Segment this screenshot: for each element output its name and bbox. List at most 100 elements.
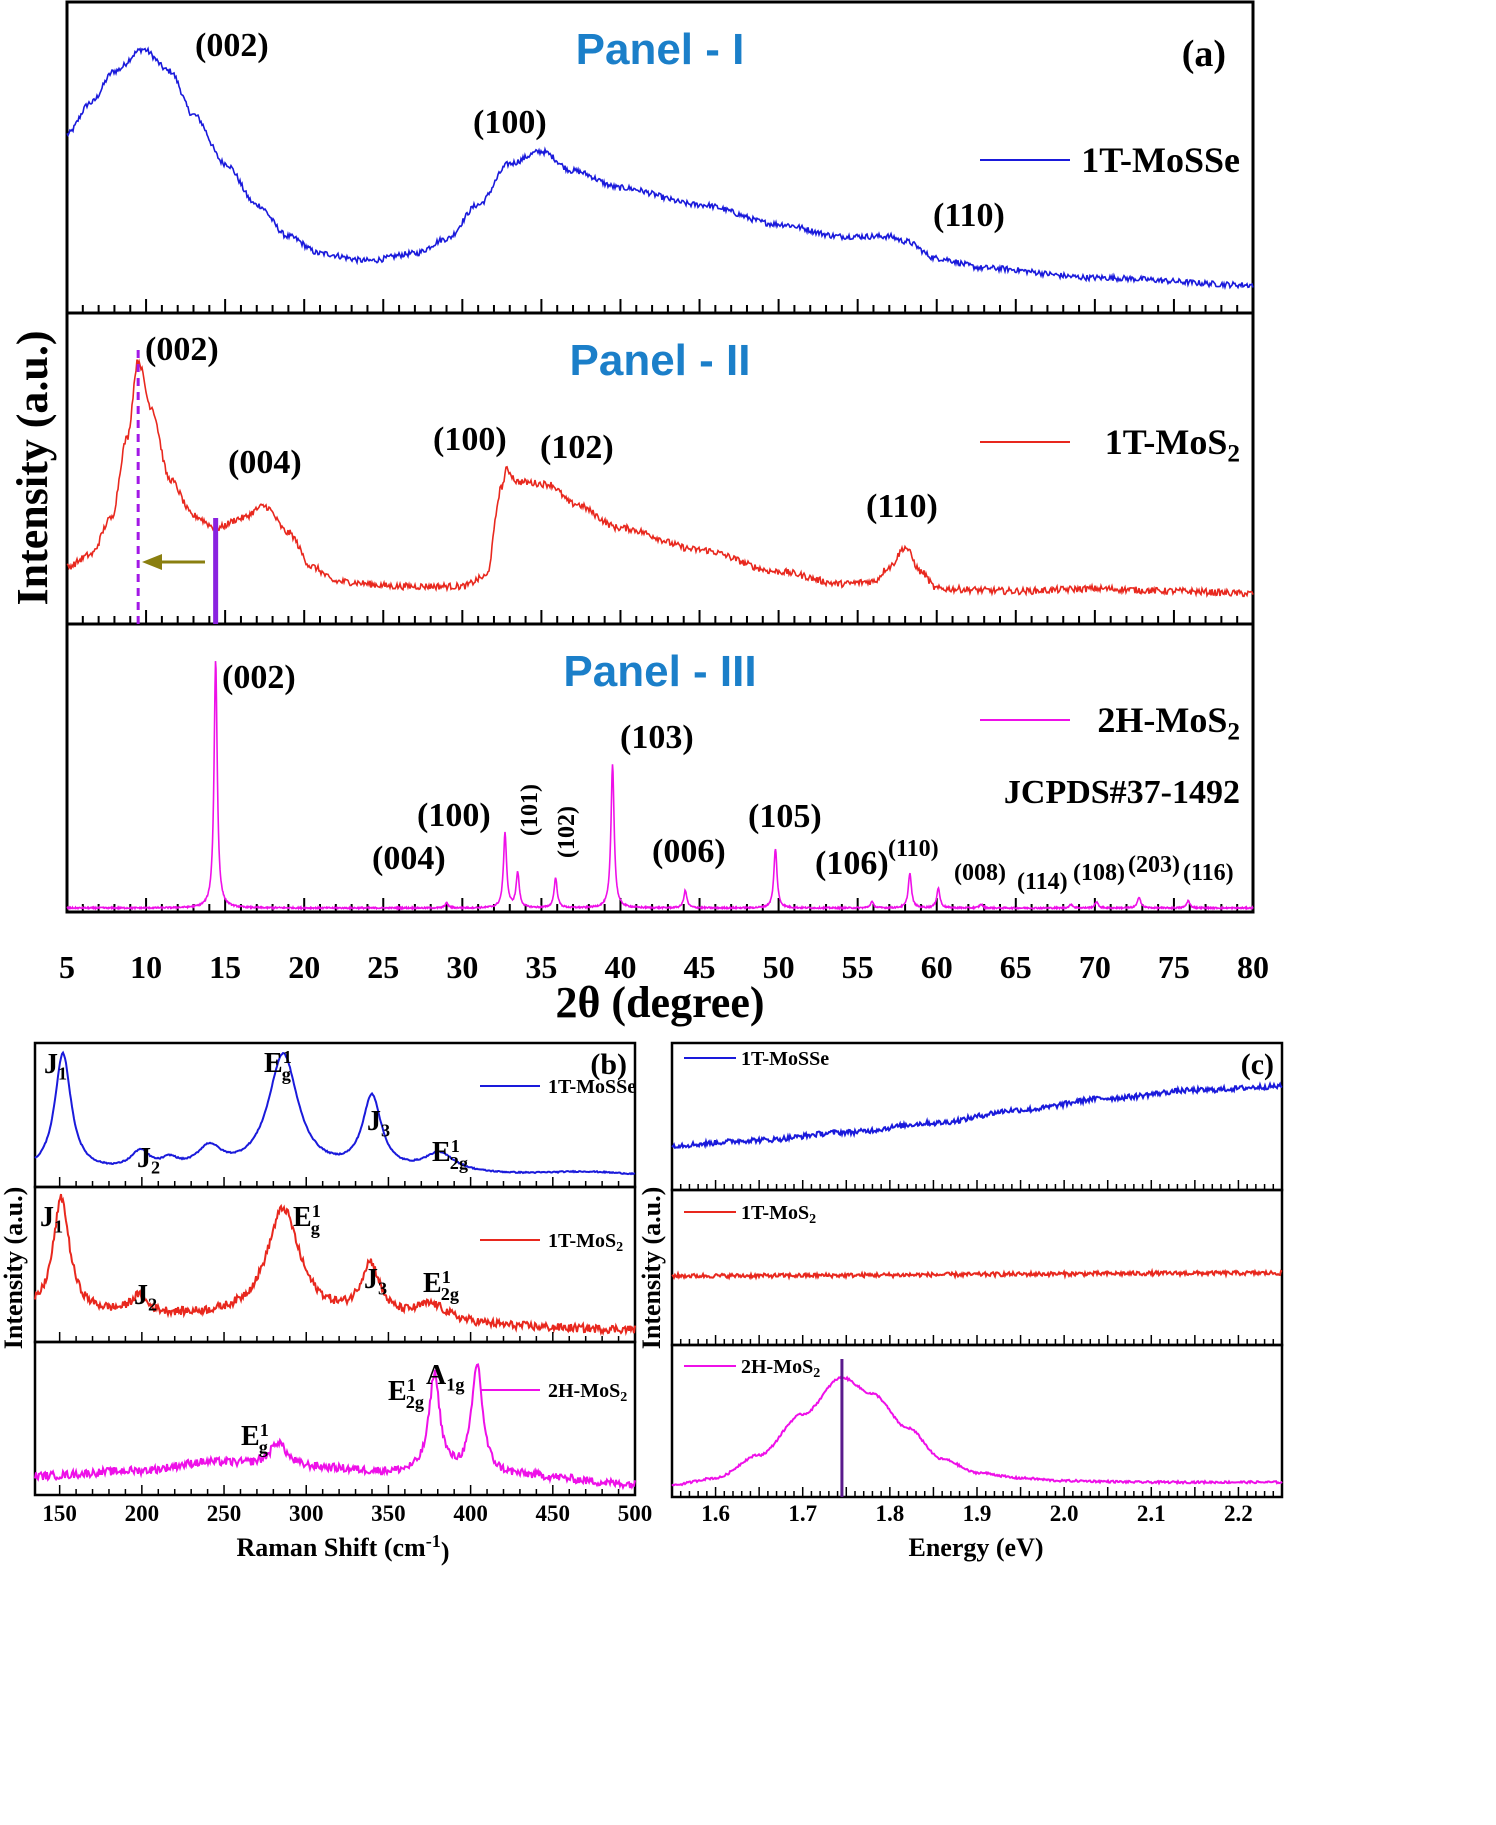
- panel-label: (b): [590, 1048, 627, 1081]
- peak-label: (103): [620, 719, 694, 756]
- x-axis-title: 2θ (degree): [555, 978, 764, 1027]
- x-tick-label: 80: [1237, 949, 1269, 985]
- peak-label: (008): [954, 860, 1006, 886]
- x-tick-label: 500: [618, 1501, 653, 1526]
- panel-frame: [33, 1041, 637, 1189]
- legend-label: 2H-MoS2: [741, 1356, 820, 1381]
- x-tick-label: 15: [209, 949, 241, 985]
- raman-mode-label: J3: [364, 1264, 387, 1298]
- panel-title: Panel - III: [563, 647, 756, 696]
- x-tick-label: 35: [525, 949, 557, 985]
- legend-label: 2H-MoS2: [1097, 700, 1240, 746]
- x-tick-label: 1.9: [963, 1501, 992, 1526]
- peak-label: (004): [228, 444, 302, 481]
- series-line: [66, 661, 1254, 911]
- peak-label: (110): [933, 197, 1005, 234]
- legend-label: 1T-MoS2: [741, 1202, 816, 1227]
- raman-mode-label: J2: [137, 1143, 160, 1177]
- x-tick-label: 30: [446, 949, 478, 985]
- x-tick-label: 400: [453, 1501, 488, 1526]
- raman-mode-label: E1 g: [293, 1201, 321, 1238]
- legend-label: 1T-MoSSe: [548, 1076, 636, 1098]
- panel-label: (c): [1241, 1048, 1274, 1081]
- raman-mode-label: E1 2g: [388, 1375, 424, 1412]
- peak-label: (102): [554, 806, 580, 858]
- x-tick-label: 1.8: [875, 1501, 904, 1526]
- panel-3: Panel - III 2H-MoS2: [65, 622, 1255, 914]
- peak-label: (006): [652, 833, 726, 870]
- y-axis-title: Intensity (a.u.): [637, 1187, 666, 1350]
- raman-mode-label: J1: [44, 1049, 67, 1083]
- x-tick-label: 50: [763, 949, 795, 985]
- panel-frame: [65, 622, 1255, 914]
- legend-label: 1T-MoS2: [548, 1230, 623, 1255]
- x-tick-label: 40: [604, 949, 636, 985]
- x-tick-label: 2.2: [1224, 1501, 1253, 1526]
- x-tick-label: 45: [684, 949, 716, 985]
- x-tick-label: 200: [125, 1501, 160, 1526]
- peak-label: (100): [417, 797, 491, 834]
- peak-label: (100): [433, 421, 507, 458]
- x-tick-label: 300: [289, 1501, 324, 1526]
- raman-mode-label: J3: [367, 1106, 390, 1140]
- x-tick-label: 60: [921, 949, 953, 985]
- peak-label: (110): [888, 836, 939, 862]
- raman-mode-label: J1: [40, 1202, 63, 1236]
- x-axis-title: Raman Shift (cm-1): [236, 1531, 449, 1566]
- x-tick-label: 55: [842, 949, 874, 985]
- panel-label: (a): [1182, 33, 1226, 75]
- shift-arrow-head: [142, 554, 162, 570]
- raman-mode-label: E1 g: [241, 1420, 269, 1457]
- x-tick-label: 1.6: [701, 1501, 730, 1526]
- chart-c: 1T-MoSSe 1T-MoS2 2H-MoS2 (c) 1.6 1.7 1.8 1.9 2.0…: [637, 1041, 1284, 1562]
- pl-panel-1: 1T-MoSSe: [670, 1041, 1284, 1192]
- legend-label: 1T-MoSSe: [741, 1048, 829, 1070]
- series-line: [34, 1050, 636, 1176]
- peak-label: (002): [222, 659, 296, 696]
- raman-mode-label: E1 g: [264, 1047, 292, 1084]
- x-tick-label: 70: [1079, 949, 1111, 985]
- peak-label: (102): [540, 429, 614, 466]
- panel-frame: [33, 1340, 637, 1497]
- x-axis-title: Energy (eV): [908, 1533, 1043, 1562]
- peak-label: (101): [517, 784, 543, 836]
- x-tick-label: 65: [1000, 949, 1032, 985]
- x-tick-label: 250: [207, 1501, 242, 1526]
- peak-label: (114): [1017, 869, 1068, 895]
- panel-title: Panel - I: [576, 25, 745, 74]
- peak-label: (203): [1128, 852, 1180, 878]
- chart-b: 1T-MoSSe J1 J2 E1 g J3 E1 2g 1T-MoS2 J1 J2 E1 g J3 E1 2…: [0, 1041, 653, 1566]
- x-tick-label: 1.7: [788, 1501, 817, 1526]
- raman-panel-2: 1T-MoS2 J1 J2 E1 g J3 E1 2g: [33, 1185, 637, 1344]
- series-line: [34, 1193, 636, 1337]
- legend-label: 1T-MoSSe: [1081, 140, 1240, 180]
- x-tick-label: 350: [371, 1501, 406, 1526]
- series-line: [671, 1267, 1283, 1281]
- pl-panel-2: 1T-MoS2: [670, 1188, 1284, 1347]
- peak-label: (100): [473, 104, 547, 141]
- series-line: [671, 1080, 1283, 1150]
- series-line: [671, 1374, 1283, 1487]
- y-axis-title: Intensity (a.u.): [8, 330, 57, 605]
- legend-label: 2H-MoS2: [548, 1380, 627, 1405]
- raman-mode-label: A1g: [426, 1360, 464, 1394]
- pl-panel-3: 2H-MoS2: [670, 1343, 1284, 1499]
- x-tick-label: 150: [42, 1501, 77, 1526]
- peak-label: (004): [372, 840, 446, 877]
- y-axis-title: Intensity (a.u.): [0, 1187, 28, 1350]
- peak-label: (110): [866, 488, 938, 525]
- panel-title: Panel - II: [570, 336, 751, 385]
- series-line: [34, 1363, 636, 1491]
- raman-mode-label: E1 2g: [432, 1136, 468, 1173]
- jcpds-reference: JCPDS#37-1492: [1004, 774, 1240, 811]
- series-line: [66, 46, 1254, 291]
- peak-label: (106): [815, 845, 889, 882]
- chart-a: Panel - I 1T-MoSSe Panel - II 1T-MoS2 Panel …: [8, 0, 1269, 1027]
- peak-label: (105): [748, 798, 822, 835]
- x-tick-label: 75: [1158, 949, 1190, 985]
- x-tick-label: 25: [367, 949, 399, 985]
- x-tick-label: 10: [130, 949, 162, 985]
- raman-panel-1: 1T-MoSSe J1 J2 E1 g J3 E1 2g: [33, 1041, 637, 1189]
